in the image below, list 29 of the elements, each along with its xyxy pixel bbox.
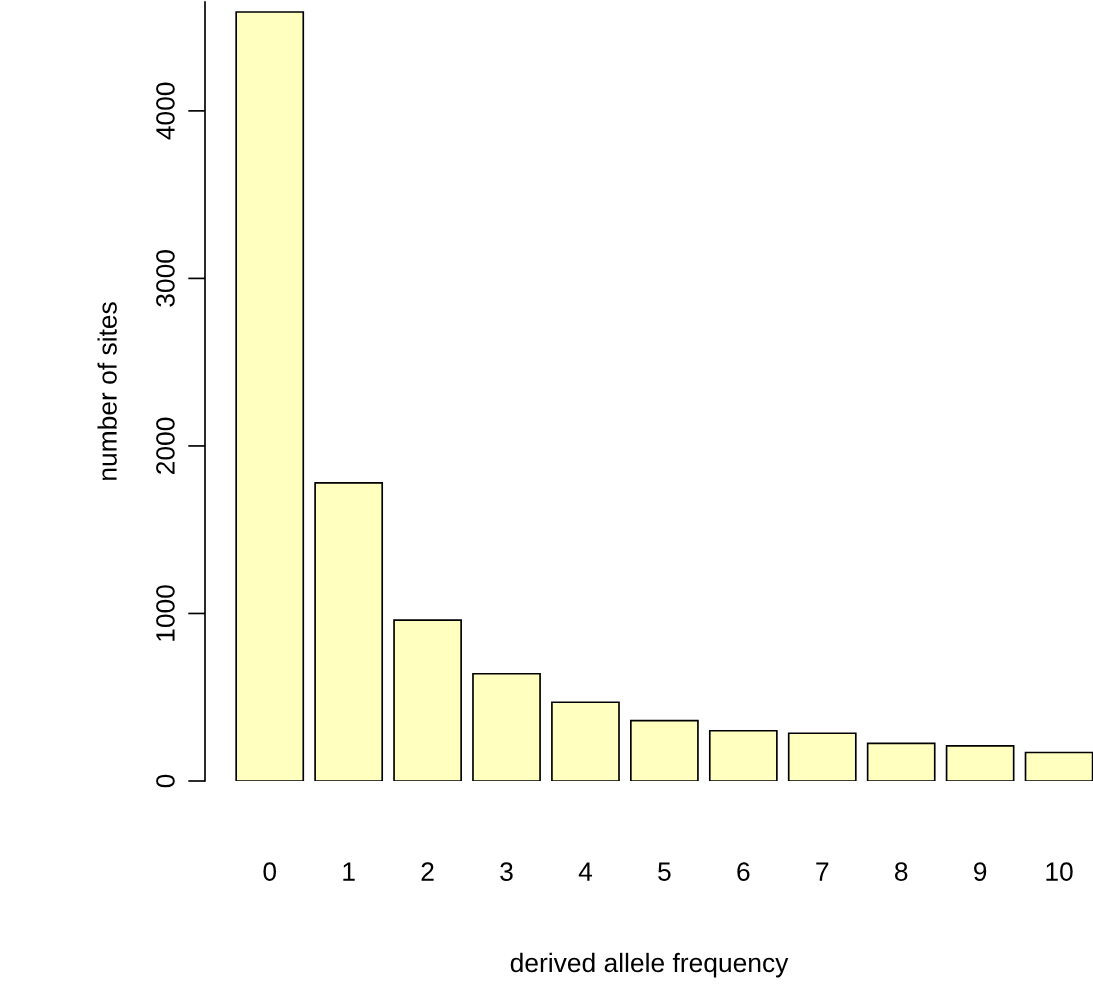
bar — [393, 619, 462, 781]
x-tick-label: 5 — [658, 862, 671, 881]
x-tick-label: 2 — [421, 862, 434, 881]
x-tick-label: 10 — [1046, 862, 1073, 881]
x-tick-label: 3 — [500, 862, 513, 881]
x-tick-label: 1 — [343, 862, 355, 881]
bar — [787, 732, 857, 781]
bar — [945, 744, 1015, 781]
bar — [472, 672, 541, 781]
x-tick-label: 0 — [263, 862, 277, 881]
x-tick-label: 9 — [974, 862, 987, 881]
bar — [866, 742, 936, 781]
x-tick-label: 7 — [816, 862, 829, 881]
bar — [1024, 751, 1093, 781]
x-tick-label: 6 — [737, 862, 750, 881]
x-tick-label: 8 — [895, 862, 908, 881]
bar — [708, 729, 778, 781]
y-axis-title: number of sites — [97, 302, 117, 480]
y-tick-label: 4000 — [156, 82, 175, 140]
y-tick-label: 3000 — [156, 250, 175, 307]
bar — [551, 701, 620, 781]
bar — [314, 481, 384, 781]
x-tick-label: 4 — [578, 862, 593, 881]
bar — [630, 719, 699, 781]
y-tick-label: 1000 — [156, 585, 175, 641]
x-axis-title: derived allele frequency — [510, 952, 789, 978]
y-tick-label: 0 — [156, 774, 175, 788]
y-tick-label: 2000 — [156, 417, 175, 474]
bar — [235, 11, 305, 781]
